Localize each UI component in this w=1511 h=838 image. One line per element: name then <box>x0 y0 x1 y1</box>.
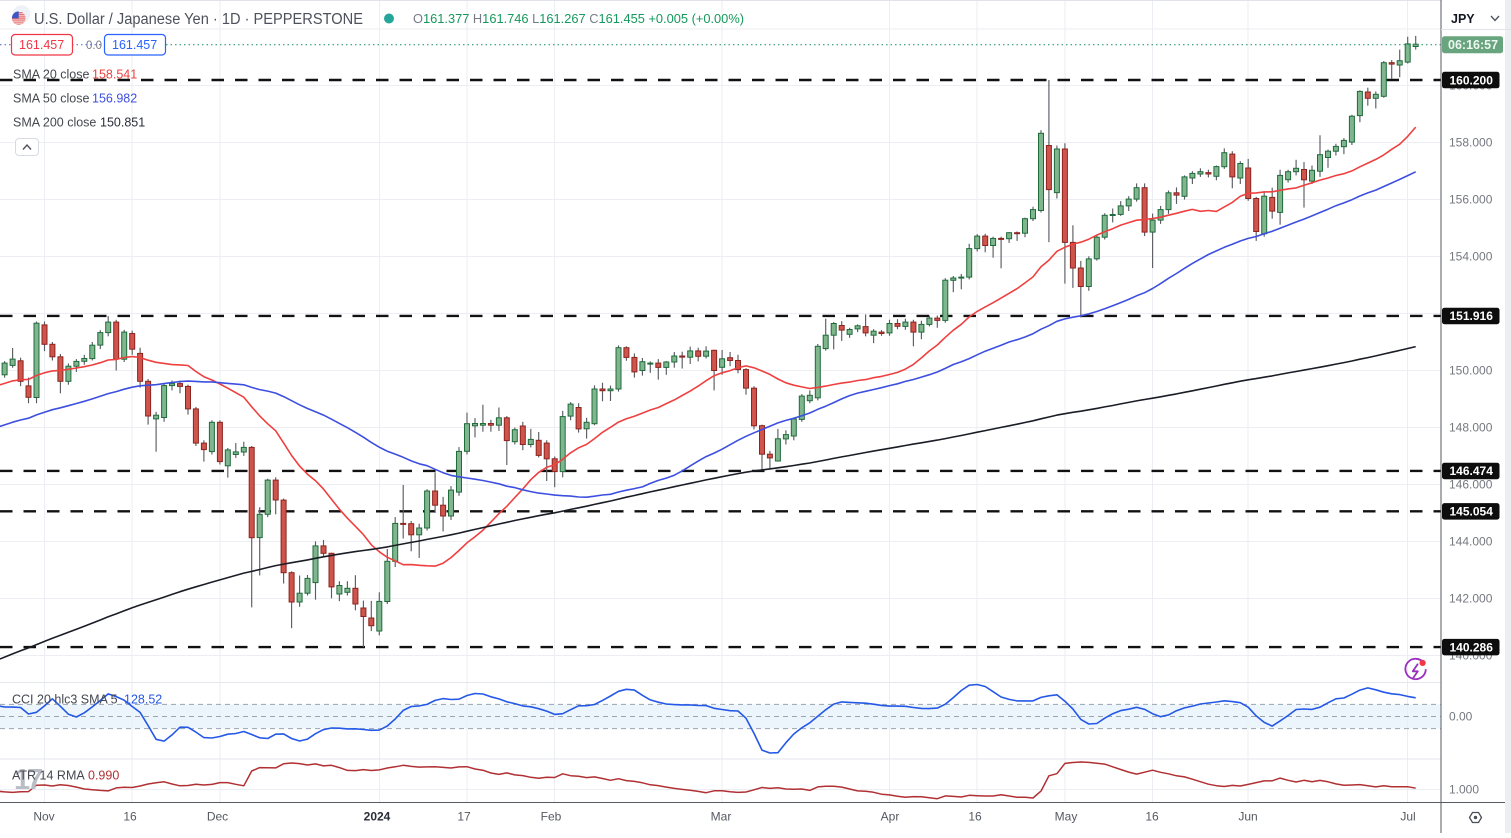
svg-text:Jun: Jun <box>1238 810 1257 824</box>
svg-text:142.000: 142.000 <box>1449 591 1493 605</box>
svg-text:0.0: 0.0 <box>86 40 102 52</box>
svg-text:154.000: 154.000 <box>1449 250 1493 264</box>
svg-text:150.851: 150.851 <box>100 116 145 130</box>
svg-text:144.000: 144.000 <box>1449 534 1493 548</box>
svg-text:17: 17 <box>14 764 42 796</box>
svg-text:Nov: Nov <box>33 810 54 824</box>
svg-text:16: 16 <box>1145 810 1159 824</box>
svg-text:06:16:57: 06:16:57 <box>1448 38 1498 52</box>
svg-text:U.S. Dollar / Japanese Yen · 1: U.S. Dollar / Japanese Yen · 1D · PEPPER… <box>34 11 363 28</box>
svg-text:1.000: 1.000 <box>1449 783 1479 797</box>
svg-text:JPY: JPY <box>1451 12 1475 26</box>
svg-text:146.474: 146.474 <box>1450 464 1494 478</box>
svg-text:128.52: 128.52 <box>124 693 162 707</box>
svg-text:O161.377 H161.746 L161.267 C16: O161.377 H161.746 L161.267 C161.455 +0.0… <box>413 12 744 26</box>
svg-text:Mar: Mar <box>711 810 732 824</box>
svg-text:140.286: 140.286 <box>1450 640 1494 654</box>
svg-text:151.916: 151.916 <box>1450 309 1494 323</box>
svg-text:16: 16 <box>968 810 982 824</box>
svg-text:156.000: 156.000 <box>1449 193 1493 207</box>
svg-text:156.982: 156.982 <box>92 92 137 106</box>
svg-text:0.00: 0.00 <box>1449 710 1473 724</box>
svg-text:Feb: Feb <box>541 810 562 824</box>
svg-text:Jul: Jul <box>1400 810 1415 824</box>
svg-text:160.200: 160.200 <box>1450 73 1494 87</box>
svg-text:SMA 50 close: SMA 50 close <box>13 92 89 106</box>
svg-text:150.000: 150.000 <box>1449 364 1493 378</box>
svg-text:ATR 14 RMA: ATR 14 RMA <box>12 769 85 783</box>
svg-text:158.541: 158.541 <box>92 68 137 82</box>
svg-text:Apr: Apr <box>881 810 900 824</box>
svg-text:148.000: 148.000 <box>1449 421 1493 435</box>
svg-text:0.990: 0.990 <box>88 769 119 783</box>
svg-text:Dec: Dec <box>207 810 228 824</box>
svg-text:SMA 200 close: SMA 200 close <box>13 116 96 130</box>
svg-text:May: May <box>1055 810 1078 824</box>
svg-text:16: 16 <box>123 810 137 824</box>
svg-text:SMA 20 close: SMA 20 close <box>13 68 89 82</box>
svg-text:146.000: 146.000 <box>1449 477 1493 491</box>
svg-text:17: 17 <box>457 810 471 824</box>
svg-text:CCI 20 hlc3 SMA 5: CCI 20 hlc3 SMA 5 <box>12 693 118 707</box>
svg-text:2024: 2024 <box>364 810 391 824</box>
svg-text:158.000: 158.000 <box>1449 136 1493 150</box>
svg-text:161.457: 161.457 <box>112 38 157 52</box>
svg-text:161.457: 161.457 <box>19 38 64 52</box>
svg-text:145.054: 145.054 <box>1450 505 1494 519</box>
